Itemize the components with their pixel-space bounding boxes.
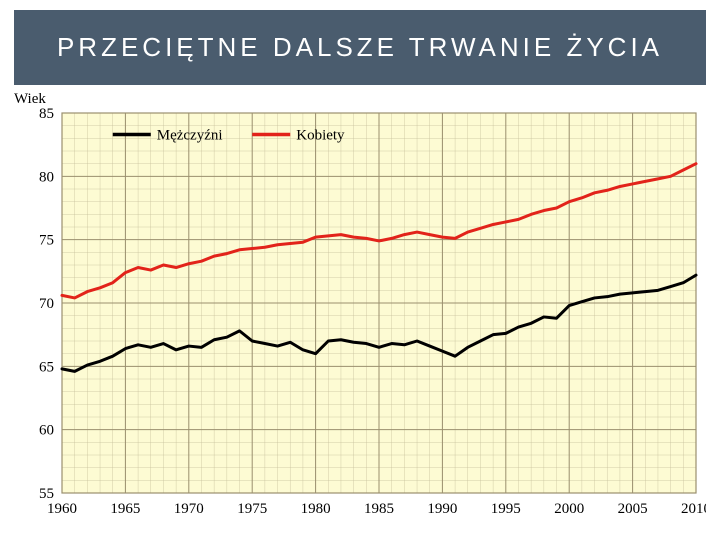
svg-text:1995: 1995: [491, 501, 521, 517]
svg-text:1975: 1975: [237, 501, 267, 517]
title-text: PRZECIĘTNE DALSZE TRWANIE ŻYCIA: [57, 32, 663, 62]
svg-text:1985: 1985: [364, 501, 394, 517]
svg-text:80: 80: [39, 169, 54, 185]
svg-text:60: 60: [39, 423, 54, 439]
svg-text:55: 55: [39, 486, 54, 502]
svg-text:1970: 1970: [174, 501, 204, 517]
life-expectancy-chart: 55 60 65 70 75 80 85 1960 1965 1970 1975 1980 1985 19…: [14, 93, 706, 523]
svg-text:2010: 2010: [681, 501, 706, 517]
svg-text:2005: 2005: [618, 501, 648, 517]
svg-text:1990: 1990: [427, 501, 457, 517]
svg-text:1980: 1980: [301, 501, 331, 517]
svg-text:1960: 1960: [47, 501, 77, 517]
svg-text:85: 85: [39, 106, 54, 122]
svg-text:Mężczyźni: Mężczyźni: [157, 128, 223, 144]
y-axis-title: Wiek: [14, 91, 46, 108]
svg-text:2000: 2000: [554, 501, 584, 517]
svg-text:65: 65: [39, 359, 54, 375]
svg-text:75: 75: [39, 233, 54, 249]
chart-container: Wiek 55 60 65 70 75 80 85 1960 1965 1970 1975 1980 1…: [14, 93, 706, 523]
svg-text:1965: 1965: [110, 501, 140, 517]
svg-text:70: 70: [39, 296, 54, 312]
page-title: PRZECIĘTNE DALSZE TRWANIE ŻYCIA: [14, 10, 706, 85]
svg-text:Kobiety: Kobiety: [296, 128, 345, 144]
